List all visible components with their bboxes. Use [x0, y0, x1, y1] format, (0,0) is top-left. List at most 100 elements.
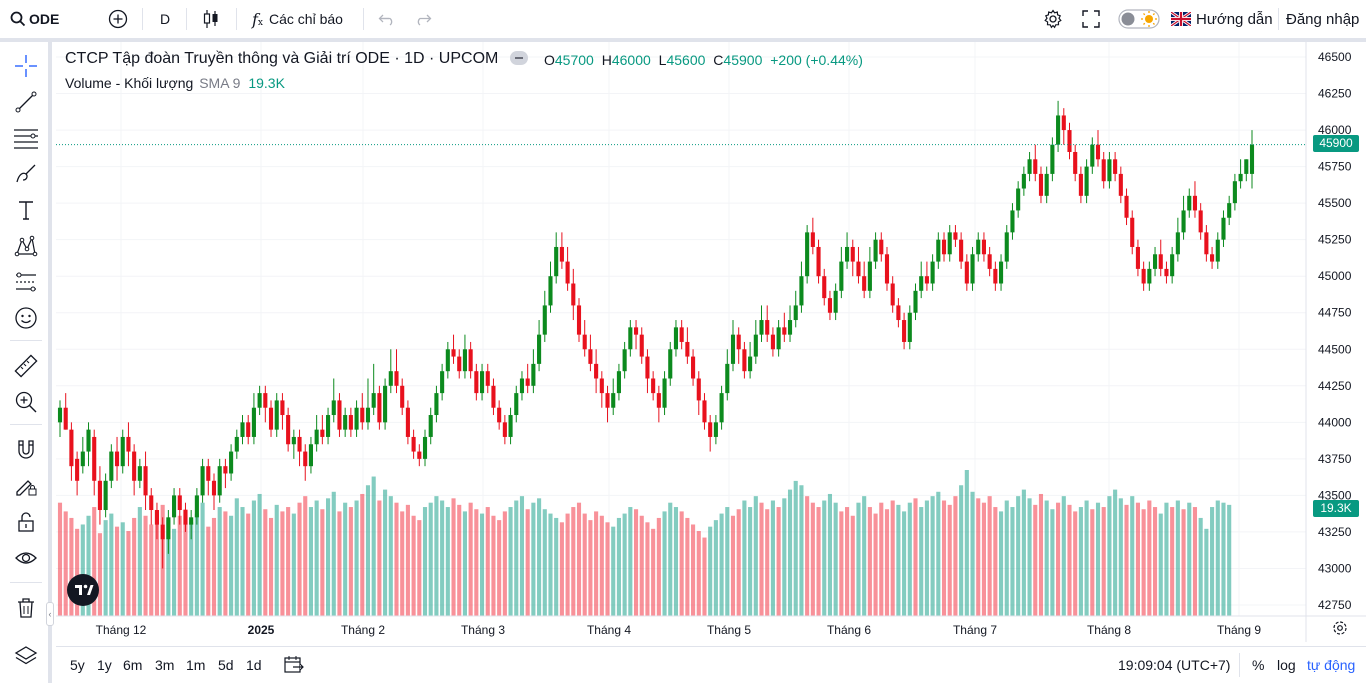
candle-body — [1090, 144, 1095, 167]
fib-tool[interactable] — [8, 122, 44, 154]
volume-bar — [320, 509, 325, 616]
volume-bar — [257, 493, 262, 616]
price-chart[interactable]: 46500 46250 46000 45750 45500 45250 45000 44750… — [56, 42, 1366, 642]
range-button-1d[interactable]: 1d — [246, 647, 262, 683]
remove-drawings-tool[interactable] — [8, 592, 44, 624]
volume-bar — [924, 500, 929, 616]
volume-bar — [297, 502, 302, 616]
clock-text: 19:09:04 (UTC+7) — [1118, 657, 1231, 673]
candle-body — [114, 451, 120, 467]
volume-bar — [611, 526, 616, 616]
auto-scale-toggle[interactable]: tự động — [1307, 647, 1355, 683]
candle-body — [845, 246, 850, 262]
volume-bar — [1175, 500, 1180, 616]
trash-icon — [18, 598, 34, 618]
volume-bar — [873, 513, 878, 616]
candle-body — [246, 422, 251, 437]
candle-body — [725, 363, 730, 394]
volume-bar — [1027, 498, 1032, 616]
undo-button[interactable] — [378, 0, 396, 38]
volume-bar — [753, 496, 758, 616]
chart-pane[interactable]: 46500 46250 46000 45750 45500 45250 45000 44750… — [46, 42, 1366, 642]
candle-body — [559, 246, 564, 262]
range-button-1y[interactable]: 1y — [97, 647, 112, 683]
guide-button[interactable]: Hướng dẫn — [1171, 0, 1273, 38]
brush-tool[interactable] — [8, 158, 44, 190]
measure-tool[interactable] — [8, 350, 44, 382]
symbol-label: ODE — [29, 11, 60, 27]
y-tick-label: 45750 — [1318, 160, 1352, 174]
volume-bar — [571, 507, 576, 616]
candle-body — [206, 466, 211, 481]
range-button-5d[interactable]: 5d — [218, 647, 234, 683]
candle-body — [268, 407, 274, 430]
candle-body — [873, 239, 878, 262]
zoom-tool[interactable] — [8, 386, 44, 418]
login-button[interactable]: Đăng nhập — [1286, 0, 1359, 38]
redo-button[interactable] — [414, 0, 432, 38]
candle-body — [405, 407, 410, 437]
volume-bar — [708, 526, 713, 616]
volume-bar — [206, 526, 211, 616]
indicators-button[interactable]: fx Các chỉ báo — [252, 0, 343, 38]
range-button-3m[interactable]: 3m — [155, 647, 174, 683]
volume-bar — [668, 502, 673, 616]
candle-body — [594, 363, 599, 379]
candle-body — [371, 393, 376, 408]
candle-body — [297, 436, 302, 452]
volume-bar — [126, 531, 131, 616]
percent-toggle[interactable]: % — [1252, 647, 1264, 683]
emoji-tool[interactable] — [8, 302, 44, 334]
lock-tool[interactable] — [8, 506, 44, 538]
candle-body — [1249, 144, 1255, 174]
volume-bar — [810, 502, 815, 616]
chart-type-button[interactable] — [202, 0, 220, 38]
date-range-button[interactable] — [284, 647, 304, 683]
hide-tool[interactable] — [8, 542, 44, 574]
volume-bar — [132, 517, 137, 616]
volume-bar — [1118, 498, 1123, 616]
axis-settings-button[interactable] — [1332, 620, 1348, 641]
pattern-tool[interactable] — [8, 230, 44, 262]
range-button-6m[interactable]: 6m — [123, 647, 142, 683]
magnet-tool[interactable] — [8, 434, 44, 466]
range-button-1m[interactable]: 1m — [186, 647, 205, 683]
object-tree-tool[interactable] — [8, 640, 44, 672]
volume-bar — [673, 507, 679, 616]
y-tick-label: 43000 — [1318, 561, 1352, 575]
legend-collapse-button[interactable] — [510, 51, 528, 65]
candle-body — [189, 517, 194, 525]
candle-body — [1147, 268, 1152, 284]
candle-body — [719, 393, 724, 423]
symbol-search[interactable]: ODE — [10, 0, 59, 38]
lock-drawing-tool[interactable] — [8, 470, 44, 502]
trend-line-tool[interactable] — [8, 86, 44, 118]
tradingview-logo[interactable] — [67, 574, 99, 606]
text-tool[interactable] — [8, 194, 44, 226]
candle-body — [673, 327, 679, 350]
volume-bar — [502, 511, 507, 616]
candle-body — [240, 422, 245, 437]
candle-body — [1238, 173, 1243, 182]
clock-display[interactable]: 19:09:04 (UTC+7) — [1118, 647, 1230, 683]
volume-bar — [725, 507, 730, 616]
fullscreen-button[interactable] — [1082, 0, 1100, 38]
candle-body — [987, 254, 992, 269]
candle-body — [1038, 173, 1044, 196]
scroll-left-handle[interactable]: ‹ — [46, 602, 54, 626]
log-toggle[interactable]: log — [1277, 647, 1296, 683]
volume-bar — [354, 500, 359, 616]
candle-body — [554, 246, 559, 277]
y-tick-label: 45000 — [1318, 269, 1352, 283]
candle-body — [103, 480, 108, 511]
prediction-tool[interactable] — [8, 266, 44, 298]
candle-body — [177, 495, 182, 511]
volume-bar — [75, 528, 80, 616]
settings-button[interactable] — [1043, 0, 1063, 38]
interval-button[interactable]: D — [160, 0, 170, 38]
theme-toggle[interactable] — [1118, 0, 1160, 38]
crosshair-tool[interactable] — [8, 50, 44, 82]
candle-body — [1124, 195, 1129, 218]
compare-button[interactable] — [108, 0, 128, 38]
range-button-5y[interactable]: 5y — [70, 647, 85, 683]
